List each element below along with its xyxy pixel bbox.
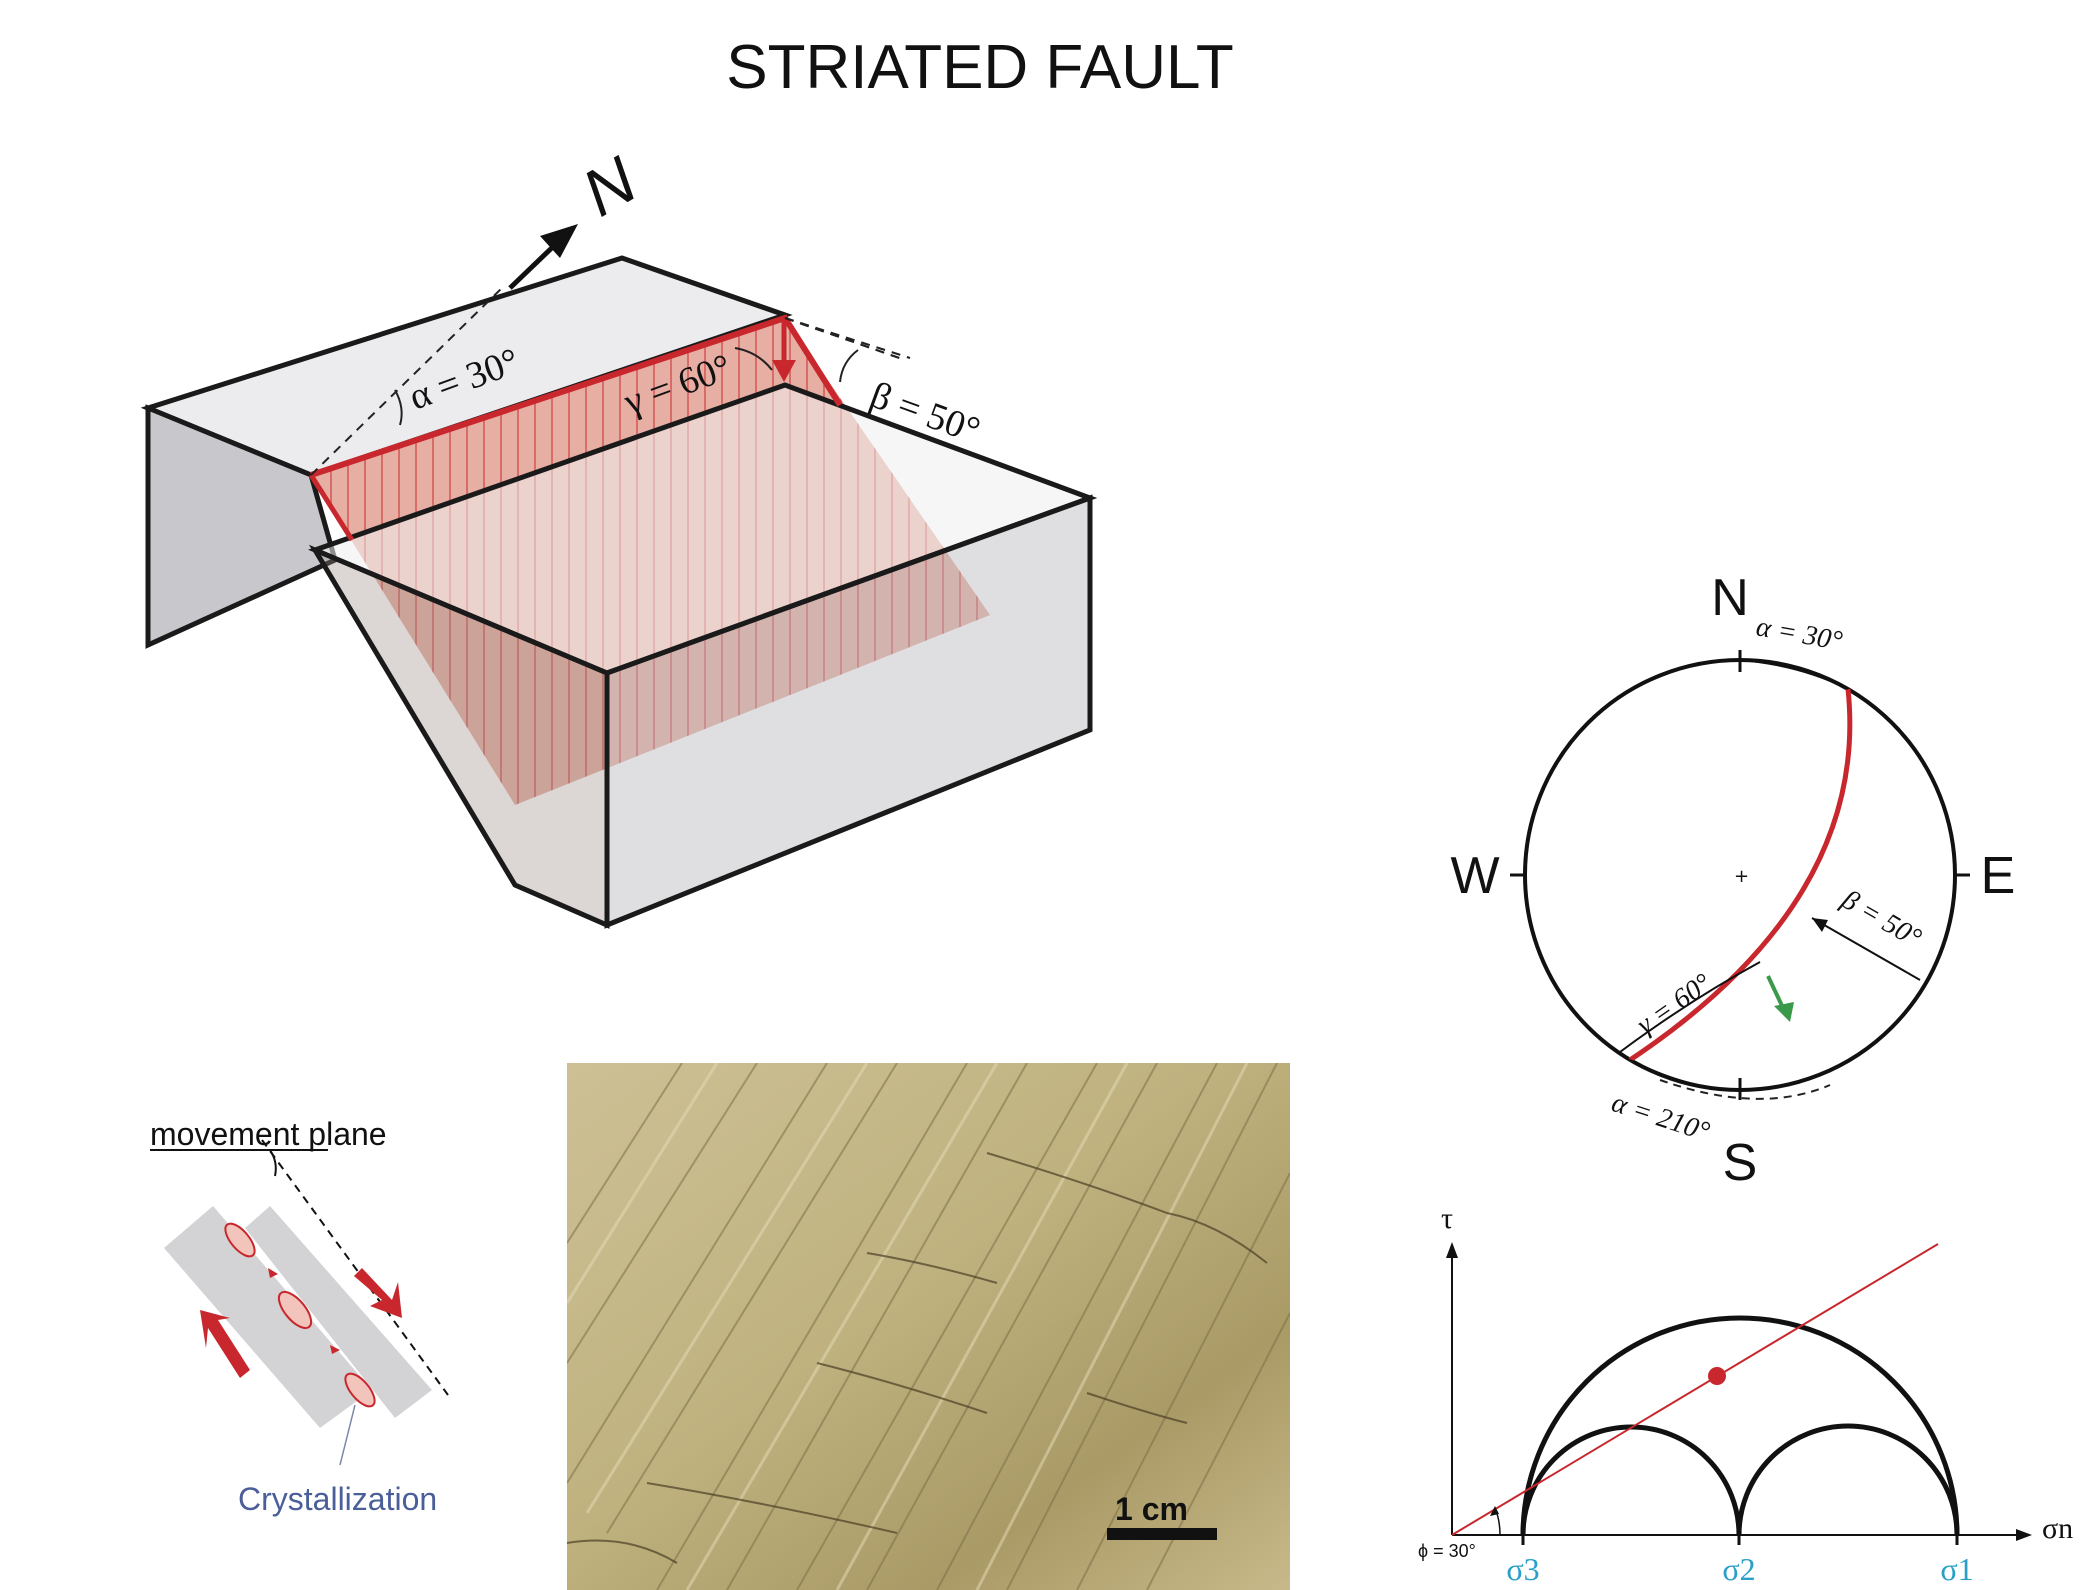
mohr-phi-label: ϕ = 30°	[1418, 1541, 1476, 1561]
crystallization-label: Crystallization	[238, 1481, 437, 1517]
crystal-lens-3	[344, 1372, 376, 1408]
scale-bar-label: 1 cm	[1115, 1491, 1188, 1527]
page-title: STRIATED FAULT	[726, 33, 1234, 102]
svg-text:+: +	[1734, 866, 1749, 887]
stereonet-s-label: S	[1723, 1134, 1758, 1192]
slip-direction-arrow	[1774, 1002, 1794, 1022]
fault-dip-edge	[308, 473, 355, 542]
stress-point	[1708, 1367, 1726, 1385]
failure-envelope	[1451, 1243, 1939, 1536]
mohr-sigma-n-label: σn	[2042, 1512, 2073, 1545]
north-arrow-icon	[540, 224, 578, 258]
shear-arrow-left	[200, 1310, 250, 1378]
scale-bar	[1107, 1528, 1217, 1540]
crystal-lens-1	[224, 1222, 256, 1258]
fault-block-diagram: N α = 30° γ = 60° β = 50°	[140, 142, 1098, 929]
mohr-diagram: τ σn σ3 σ2 σ1 ϕ = 30°	[1418, 1202, 2073, 1587]
stereonet: + N S W E α = 30° β = 50° γ = 60° α = 21…	[1450, 569, 2015, 1192]
stereonet-n-label: N	[1711, 569, 1749, 627]
fault-great-circle	[1628, 688, 1853, 1063]
mohr-circle-large	[1520, 1315, 1960, 1536]
shear-arrow-right	[354, 1268, 402, 1318]
mohr-circle-small-right	[1736, 1423, 1960, 1536]
mohr-tau-label: τ	[1441, 1202, 1453, 1235]
movement-block-left	[164, 1206, 372, 1428]
mohr-sigma2-label: σ2	[1722, 1551, 1755, 1587]
stereonet-alpha-bottom-label: α = 210°	[1608, 1087, 1713, 1148]
front-block-wedge	[308, 544, 610, 929]
movement-block-right	[245, 1206, 432, 1418]
slip-arrow	[772, 360, 796, 382]
mohr-sigma3-label: σ3	[1506, 1551, 1539, 1587]
mohr-circle-small-left	[1520, 1424, 1742, 1536]
crystal-lens-2	[277, 1290, 313, 1330]
movement-plane-label: movement plane	[150, 1116, 387, 1152]
block-north-label: N	[570, 142, 649, 230]
stereonet-w-label: W	[1450, 847, 1499, 905]
mohr-sigma1-label: σ1	[1940, 1551, 1973, 1587]
stereonet-e-label: E	[1981, 847, 2016, 905]
striated-surface-photo: 1 cm	[567, 1063, 1290, 1590]
movement-plane-schematic: movement plane Crystallization	[150, 1116, 449, 1517]
stereonet-beta-label: β = 50°	[1836, 884, 1927, 954]
stereonet-alpha-top-label: α = 30°	[1754, 611, 1845, 657]
